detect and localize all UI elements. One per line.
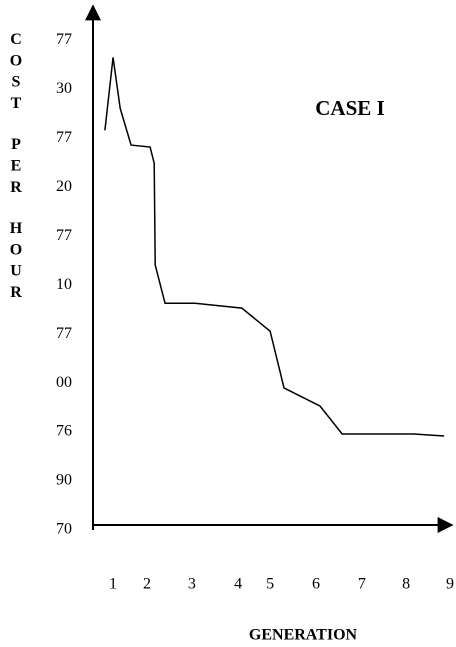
x-tick-label: 9	[446, 576, 454, 593]
y-tick-label: 77	[56, 129, 72, 146]
y-tick-label: 20	[56, 178, 72, 195]
y-tick-label: 10	[56, 276, 72, 293]
x-tick-label: 8	[402, 576, 410, 593]
y-tick-label: 77	[56, 325, 72, 342]
y-tick-label: 90	[56, 472, 72, 489]
y-tick-label: 30	[56, 80, 72, 97]
y-tick-label: 77	[56, 31, 72, 48]
x-tick-label: 2	[143, 576, 151, 593]
y-tick-label: 70	[56, 521, 72, 538]
x-axis-label: GENERATION	[249, 627, 358, 644]
line	[104, 57, 445, 437]
x-tick-label: 6	[312, 576, 320, 593]
x-tick-label: 3	[188, 576, 196, 593]
y-tick-label: 77	[56, 227, 72, 244]
x-tick-label: 7	[358, 576, 366, 593]
y-tick-label: 76	[56, 423, 72, 440]
chart-title: CASE I	[315, 96, 384, 120]
x-tick-label: 4	[234, 576, 242, 593]
x-tick-label: 1	[109, 576, 117, 593]
y-tick-label: 00	[56, 374, 72, 391]
x-tick-label: 5	[266, 576, 274, 593]
